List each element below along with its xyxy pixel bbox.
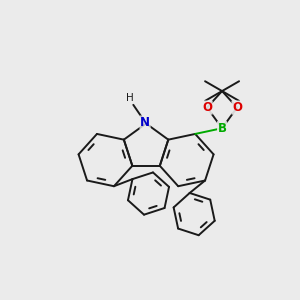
- Text: O: O: [202, 101, 212, 114]
- Text: B: B: [218, 122, 226, 135]
- Text: O: O: [232, 101, 242, 114]
- Text: H: H: [125, 93, 133, 103]
- Text: N: N: [140, 116, 150, 129]
